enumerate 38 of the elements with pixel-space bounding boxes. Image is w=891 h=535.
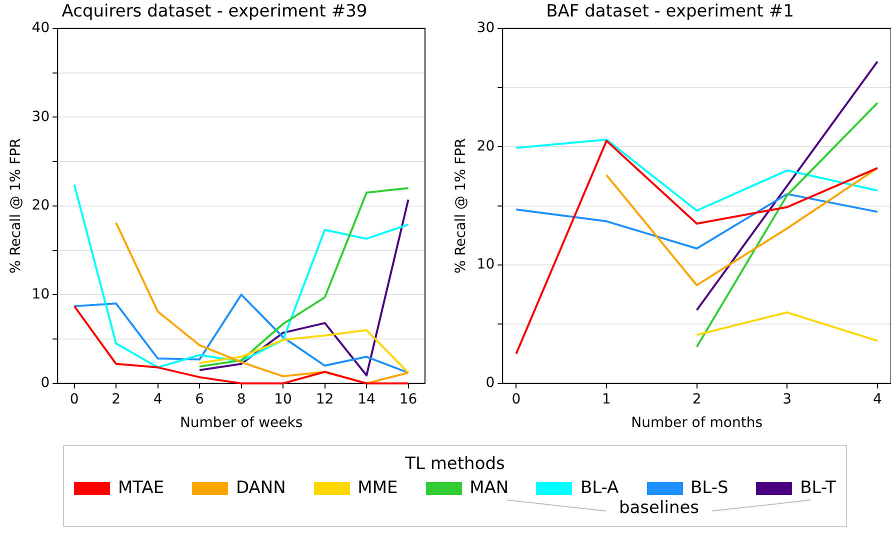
legend-label: BL-A bbox=[580, 478, 619, 498]
x-tick-label: 1 bbox=[602, 391, 611, 408]
legend-label: MME bbox=[358, 478, 398, 498]
chart-title: Acquirers dataset - experiment #39 bbox=[62, 2, 368, 22]
x-tick-label: 14 bbox=[358, 391, 376, 408]
x-axis-title: Number of months bbox=[631, 415, 762, 432]
legend-label: MTAE bbox=[118, 478, 164, 498]
y-axis-title: % Recall @ 1% FPR bbox=[453, 138, 470, 274]
y-axis-title: % Recall @ 1% FPR bbox=[8, 138, 24, 274]
text: baselines bbox=[618, 498, 700, 518]
x-tick-label: 0 bbox=[70, 391, 79, 408]
x-tick-label: 3 bbox=[782, 391, 792, 408]
x-tick-label: 4 bbox=[153, 391, 162, 408]
legend-label: DANN bbox=[236, 478, 286, 498]
x-tick-label: 0 bbox=[512, 391, 521, 408]
x-axis-title: Number of weeks bbox=[180, 415, 303, 432]
x-tick-label: 2 bbox=[112, 391, 121, 408]
legend-label: BL-T bbox=[800, 478, 836, 498]
x-tick-label: 6 bbox=[195, 391, 204, 408]
y-tick-label: 20 bbox=[32, 198, 50, 214]
y-tick-label: 10 bbox=[476, 256, 495, 273]
y-tick-label: 40 bbox=[32, 20, 50, 36]
y-tick-label: 0 bbox=[40, 375, 50, 392]
x-tick-label: 12 bbox=[316, 391, 334, 408]
x-tick-label: 4 bbox=[872, 391, 882, 408]
chart-title: BAF dataset - experiment #1 bbox=[546, 2, 794, 22]
legend-title: TL methods bbox=[404, 454, 506, 474]
x-tick-label: 8 bbox=[236, 391, 246, 408]
y-tick-label: 30 bbox=[476, 20, 495, 36]
legend-label: MAN bbox=[470, 478, 509, 498]
y-tick-label: 10 bbox=[32, 286, 50, 302]
y-tick-label: 20 bbox=[476, 138, 495, 154]
y-tick-label: 30 bbox=[32, 108, 50, 125]
x-tick-label: 16 bbox=[399, 391, 418, 408]
y-tick-label: 0 bbox=[486, 375, 495, 392]
legend-label: BL-S bbox=[690, 478, 728, 498]
x-tick-label: 2 bbox=[692, 391, 702, 408]
x-tick-label: 10 bbox=[274, 391, 292, 408]
